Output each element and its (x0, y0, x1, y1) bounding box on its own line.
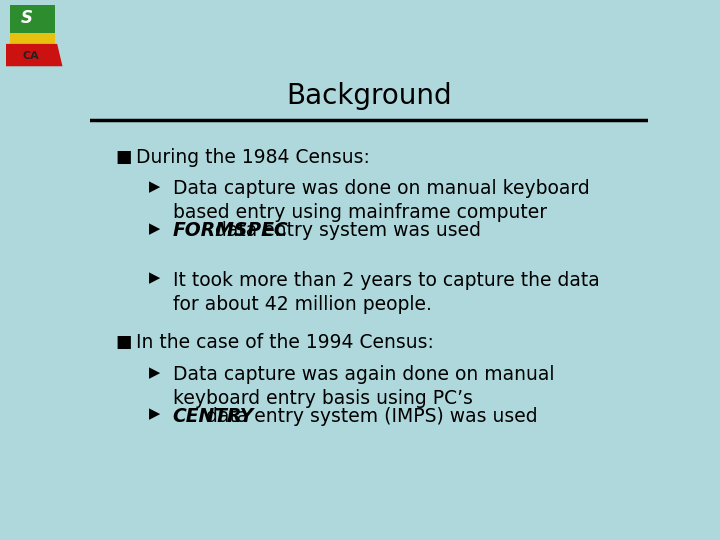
Text: In the case of the 1994 Census:: In the case of the 1994 Census: (136, 333, 433, 352)
Text: ▶: ▶ (148, 179, 160, 194)
Polygon shape (6, 44, 63, 66)
Polygon shape (9, 5, 55, 33)
Text: ■: ■ (115, 148, 132, 166)
Text: Data capture was again done on manual
keyboard entry basis using PC’s: Data capture was again done on manual ke… (173, 365, 554, 408)
Text: CA: CA (22, 51, 39, 62)
Text: ▶: ▶ (148, 407, 160, 422)
Polygon shape (9, 33, 55, 44)
Text: ■: ■ (115, 333, 132, 351)
Text: During the 1984 Census:: During the 1984 Census: (136, 148, 369, 167)
Text: ▶: ▶ (148, 221, 160, 236)
Text: It took more than 2 years to capture the data
for about 42 million people.: It took more than 2 years to capture the… (173, 271, 599, 314)
Text: CENTRY: CENTRY (173, 407, 254, 426)
Text: ▶: ▶ (148, 365, 160, 380)
Text: Background: Background (286, 82, 452, 110)
Text: data entry system (IMPS) was used: data entry system (IMPS) was used (200, 407, 538, 426)
Text: FORMSPEC: FORMSPEC (173, 221, 288, 240)
Text: data entry system was used: data entry system was used (210, 221, 481, 240)
Text: ▶: ▶ (148, 271, 160, 286)
Text: S: S (21, 9, 33, 27)
Text: Data capture was done on manual keyboard
based entry using mainframe computer: Data capture was done on manual keyboard… (173, 179, 590, 222)
